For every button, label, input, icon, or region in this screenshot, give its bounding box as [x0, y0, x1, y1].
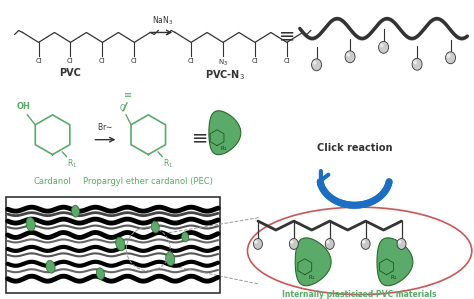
Text: R$_1$: R$_1$: [220, 144, 228, 153]
Text: R$_1$: R$_1$: [163, 158, 173, 170]
Text: R$_1$: R$_1$: [67, 158, 78, 170]
Text: PVC: PVC: [60, 68, 82, 78]
Ellipse shape: [312, 61, 317, 65]
Text: O: O: [120, 104, 126, 113]
Ellipse shape: [361, 239, 370, 249]
Ellipse shape: [254, 239, 263, 249]
Ellipse shape: [413, 60, 417, 64]
Text: Cl: Cl: [35, 58, 42, 64]
FancyBboxPatch shape: [6, 197, 220, 293]
Text: R$_1$: R$_1$: [308, 273, 316, 282]
Ellipse shape: [46, 260, 55, 273]
Text: Cl: Cl: [188, 58, 194, 64]
Ellipse shape: [151, 221, 159, 233]
Ellipse shape: [397, 239, 406, 249]
Ellipse shape: [326, 240, 329, 244]
Text: Cl: Cl: [131, 58, 137, 64]
Text: $\equiv$: $\equiv$: [275, 26, 295, 45]
Text: Cl: Cl: [67, 58, 74, 64]
Text: Cl: Cl: [252, 58, 258, 64]
Text: $\equiv$: $\equiv$: [188, 128, 208, 147]
Ellipse shape: [116, 237, 125, 251]
Ellipse shape: [446, 52, 456, 64]
Ellipse shape: [182, 232, 189, 242]
Ellipse shape: [380, 43, 383, 47]
Text: Click reaction: Click reaction: [317, 143, 392, 152]
Polygon shape: [209, 111, 241, 155]
Ellipse shape: [247, 207, 472, 295]
Polygon shape: [377, 238, 413, 286]
Polygon shape: [295, 238, 331, 286]
Text: Cl: Cl: [99, 58, 106, 64]
Ellipse shape: [379, 41, 389, 53]
Ellipse shape: [346, 53, 350, 57]
Ellipse shape: [289, 239, 298, 249]
Ellipse shape: [311, 59, 321, 71]
Text: Propargyl ether cardanol (PEC): Propargyl ether cardanol (PEC): [83, 177, 213, 186]
Ellipse shape: [325, 239, 334, 249]
Ellipse shape: [96, 268, 104, 280]
Text: PVC-N$_3$: PVC-N$_3$: [205, 68, 245, 82]
Ellipse shape: [447, 54, 451, 58]
Ellipse shape: [412, 58, 422, 70]
Ellipse shape: [362, 240, 365, 244]
Ellipse shape: [254, 240, 258, 244]
Text: Cl: Cl: [283, 58, 290, 64]
Ellipse shape: [165, 252, 175, 266]
Text: R$_1$: R$_1$: [390, 273, 398, 282]
Ellipse shape: [72, 205, 80, 217]
Ellipse shape: [26, 217, 35, 231]
Ellipse shape: [345, 51, 355, 63]
Text: Br$\!\sim$: Br$\!\sim$: [97, 121, 113, 132]
Text: Internally plasticized PVC materials: Internally plasticized PVC materials: [283, 289, 437, 298]
Ellipse shape: [290, 240, 293, 244]
Text: $\equiv$: $\equiv$: [122, 89, 134, 99]
Text: Cardanol: Cardanol: [34, 177, 72, 186]
Text: OH: OH: [17, 102, 30, 111]
Text: NaN$_3$: NaN$_3$: [152, 14, 173, 27]
Ellipse shape: [398, 240, 401, 244]
Text: N$_3$: N$_3$: [218, 58, 228, 68]
